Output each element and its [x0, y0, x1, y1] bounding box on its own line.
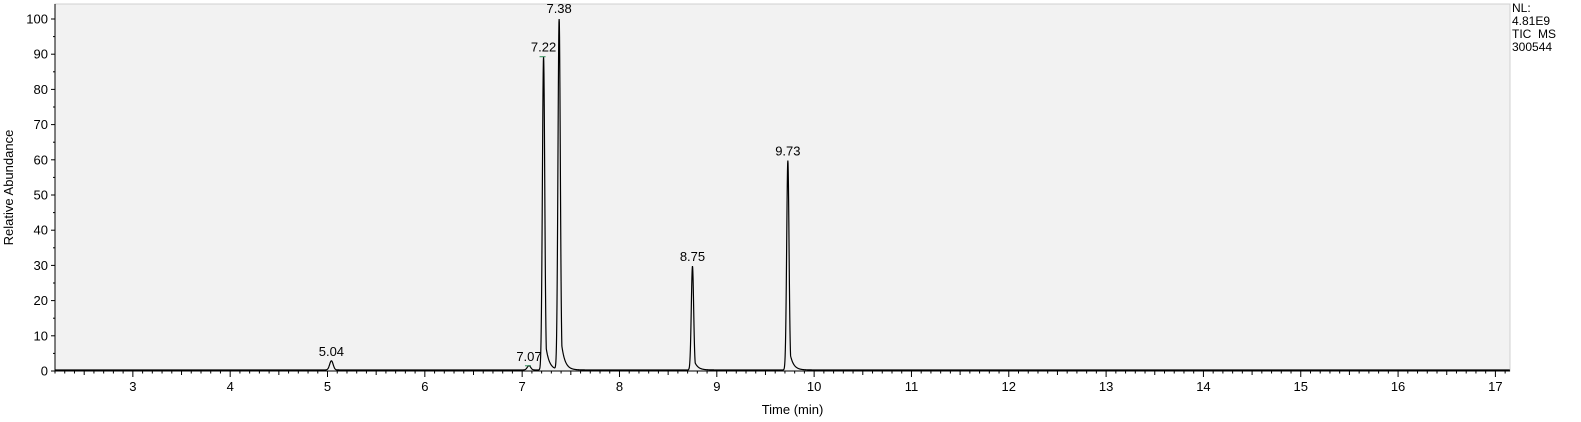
y-tick-label: 60	[34, 152, 48, 167]
x-tick-label: 13	[1099, 379, 1113, 394]
nl-value: 4.81E9	[1512, 14, 1551, 28]
y-axis: 0 10 20 30 40 50 60 70 80 90 100	[26, 4, 56, 379]
x-axis-title: Time (min)	[762, 402, 824, 417]
x-tick-label: 11	[905, 379, 919, 394]
x-tick-label: 4	[227, 379, 234, 394]
x-tick-label: 14	[1196, 379, 1210, 394]
x-tick-label: 9	[713, 379, 720, 394]
trace-type: TIC MS	[1512, 27, 1556, 41]
x-tick-label: 7	[519, 379, 526, 394]
y-axis-title: Relative Abundance	[1, 130, 16, 246]
x-tick-label: 17	[1488, 379, 1502, 394]
tic-trace	[55, 18, 1510, 371]
x-tick-label: 10	[807, 379, 821, 394]
y-tick-label: 40	[34, 223, 48, 238]
peak-label: 7.38	[546, 1, 571, 16]
normalization-info: NL: 4.81E9 TIC MS 300544	[1512, 2, 1556, 54]
peak-labels: 5.04 7.07 7.22 7.38 8.75 9.73	[319, 1, 801, 367]
y-tick-label: 50	[34, 188, 48, 203]
peak-label: 9.73	[775, 144, 800, 159]
x-tick-label: 5	[324, 379, 331, 394]
y-tick-label: 100	[26, 12, 48, 27]
peak-label: 8.75	[680, 249, 705, 264]
peak-label: 5.04	[319, 344, 344, 359]
y-tick-label: 70	[34, 117, 48, 132]
y-tick-label: 0	[41, 364, 48, 379]
x-tick-label: 3	[129, 379, 136, 394]
x-axis: 3 4 5 6 7 8 9 10 11 12 13 14 15 16 17	[54, 370, 1510, 394]
y-tick-label: 20	[34, 293, 48, 308]
sample-id: 300544	[1512, 40, 1553, 54]
y-tick-label: 80	[34, 82, 48, 97]
peak-label: 7.22	[531, 40, 556, 55]
x-tick-label: 12	[1002, 379, 1016, 394]
x-tick-label: 16	[1391, 379, 1405, 394]
x-tick-label: 8	[616, 379, 623, 394]
x-tick-label: 15	[1294, 379, 1308, 394]
y-tick-label: 90	[34, 47, 48, 62]
x-tick-label: 6	[421, 379, 428, 394]
y-tick-label: 10	[34, 328, 48, 343]
peak-label: 7.07	[516, 349, 541, 364]
plot-area	[54, 3, 1511, 372]
nl-label: NL:	[1512, 1, 1531, 15]
y-tick-label: 30	[34, 258, 48, 273]
